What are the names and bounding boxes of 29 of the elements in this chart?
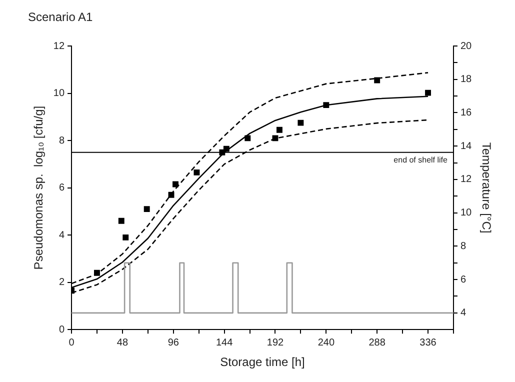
y-tick-label: 4	[58, 230, 65, 241]
y2-tick-label: 16	[460, 107, 472, 118]
y-axis-title: Pseudomonas sp. log₁₀ [cfu/g]	[32, 106, 46, 270]
y-tick-label: 8	[58, 135, 65, 146]
y-tick-label: 0	[58, 324, 65, 336]
x-axis-title: Storage time [h]	[220, 355, 305, 370]
y2-tick-label: 10	[460, 208, 472, 219]
x-tick-label: 0	[68, 337, 75, 348]
ref-line-label: end of shelf life	[394, 156, 448, 165]
y2-tick-label: 14	[460, 140, 472, 152]
y-tick-label: 2	[58, 277, 65, 288]
x-tick-label: 288	[368, 337, 386, 348]
x-tick-label: 336	[420, 337, 437, 348]
chart-title: Scenario A1	[28, 10, 93, 24]
y-tick-label: 6	[58, 182, 65, 194]
x-tick-label: 240	[318, 337, 335, 348]
y2-tick-label: 6	[460, 274, 466, 286]
x-tick-label: 48	[116, 337, 128, 348]
y2-tick-label: 20	[460, 40, 472, 52]
y2-tick-label: 8	[460, 240, 466, 252]
y2-axis-title: Temperature [°C]	[479, 142, 494, 234]
y-tick-label: 12	[53, 40, 65, 52]
y2-tick-label: 18	[460, 74, 472, 86]
y2-tick-label: 12	[460, 174, 472, 186]
y2-tick-label: 4	[460, 308, 466, 319]
y-tick-label: 10	[53, 88, 65, 100]
x-tick-label: 192	[266, 337, 284, 348]
x-tick-label: 96	[168, 337, 180, 348]
x-tick-label: 144	[216, 337, 234, 348]
